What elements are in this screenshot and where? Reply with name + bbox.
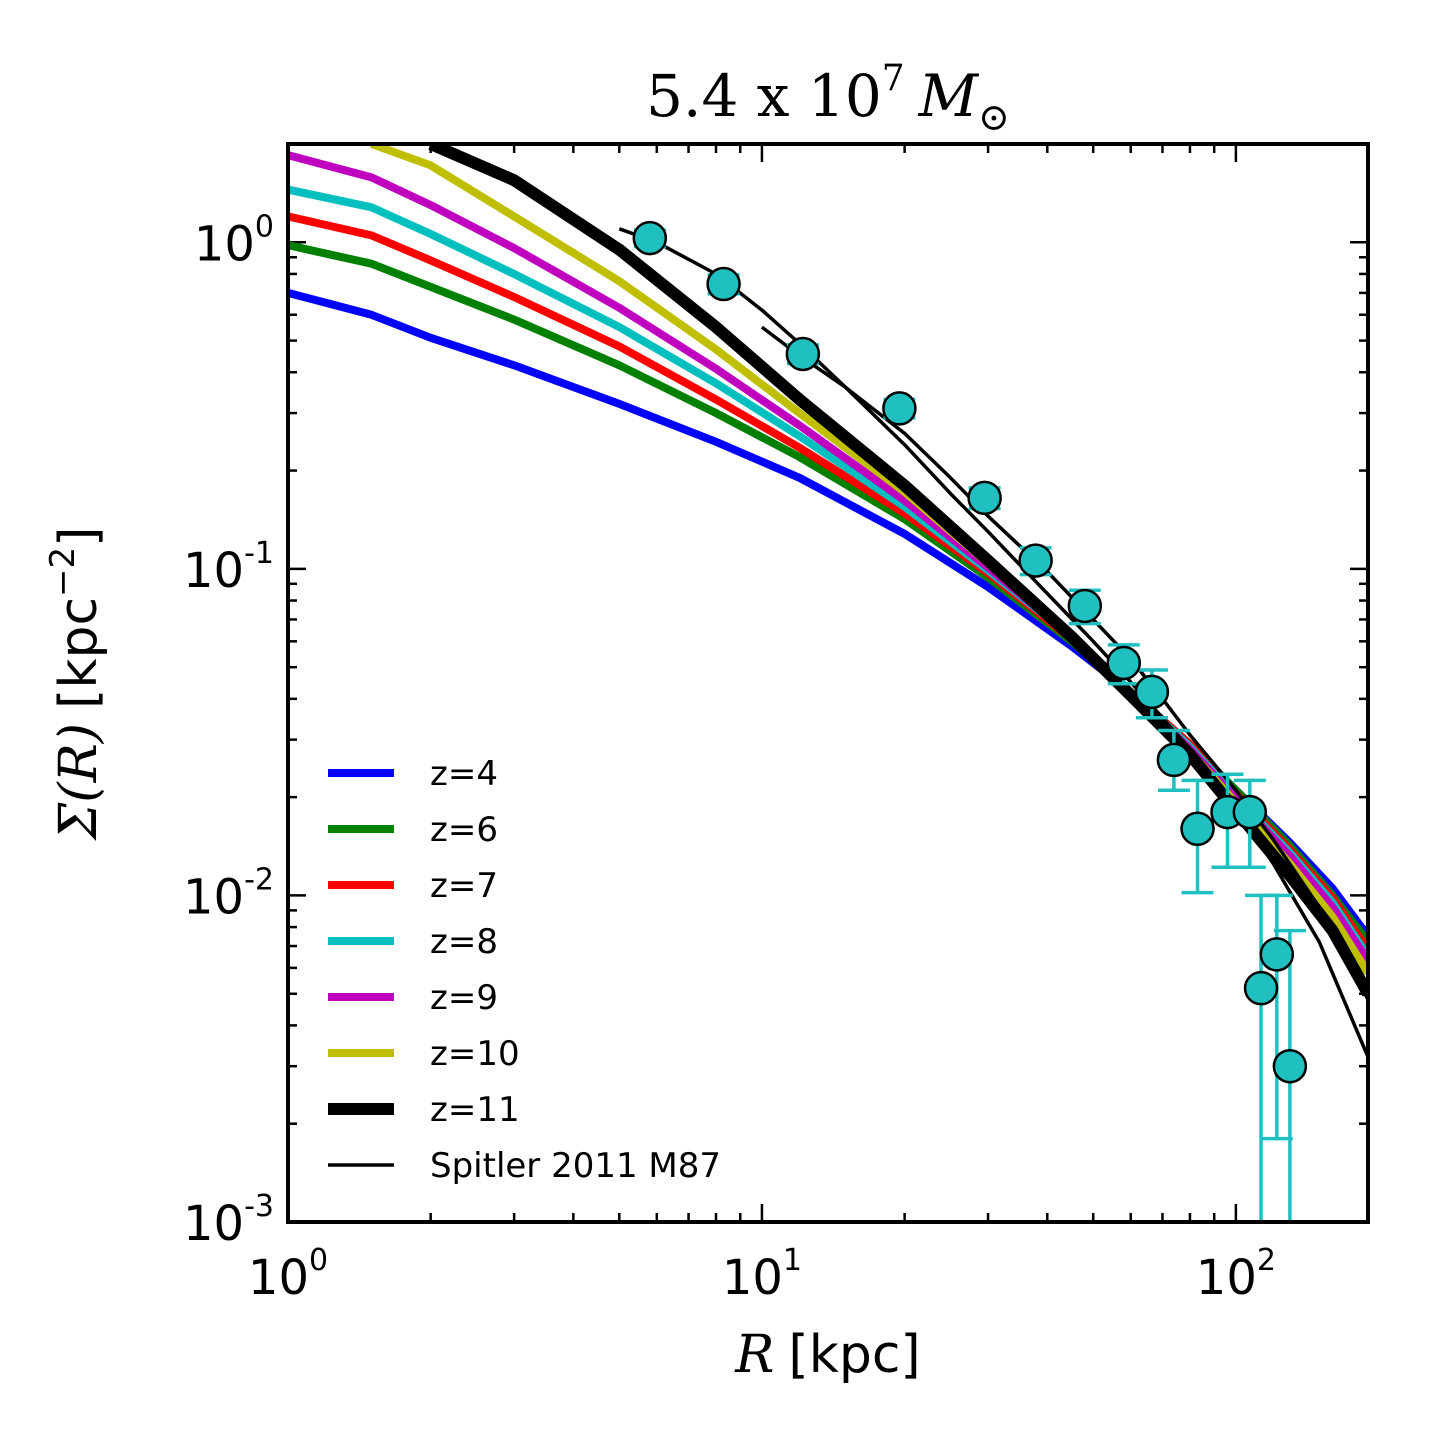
legend-label: z=8 xyxy=(430,922,498,962)
data-point xyxy=(967,480,1002,516)
y-tick-label: 100 xyxy=(194,209,274,272)
legend-label: Spitler 2011 M87 xyxy=(430,1146,721,1186)
y-axis-label: Σ(R) [kpc−2] xyxy=(43,527,109,842)
y-tick-label: 10-2 xyxy=(183,862,274,925)
x-tick-label: 102 xyxy=(1196,1243,1276,1306)
legend-label: z=10 xyxy=(430,1034,520,1074)
data-point xyxy=(1232,794,1268,830)
legend-label: z=9 xyxy=(430,978,498,1018)
x-axis-label: R [kpc] xyxy=(734,1325,920,1385)
y-axis-symbol: Σ(R) xyxy=(49,723,109,842)
y-axis-unit-prefix: [kpc xyxy=(49,597,109,709)
data-point xyxy=(882,391,917,426)
data-point xyxy=(1272,1048,1308,1084)
data-point xyxy=(1067,588,1103,624)
data-point xyxy=(1134,674,1170,710)
title-exponent: 7 xyxy=(882,58,905,99)
data-point xyxy=(632,220,668,256)
y-tick-label: 10-1 xyxy=(183,536,274,599)
data-point xyxy=(1180,811,1215,847)
legend-label: z=11 xyxy=(430,1090,520,1130)
data-point xyxy=(1243,970,1279,1006)
plot-frame xyxy=(286,142,1370,1224)
title-mantissa: 5.4 x 10 xyxy=(646,62,882,130)
chart-title: 5.4 x 107 M⊙ xyxy=(646,58,1010,139)
series-line-z-10 xyxy=(370,144,1368,975)
series-layer xyxy=(288,144,1368,1058)
data-point xyxy=(785,336,821,372)
series-line-spitler-2011-m87 xyxy=(618,227,1368,1058)
data-point xyxy=(1018,543,1053,578)
data-point xyxy=(1156,742,1192,778)
data-points-layer xyxy=(632,220,1308,1222)
legend-label: z=6 xyxy=(430,810,498,850)
y-axis-unit-exp: −2 xyxy=(43,547,83,597)
x-axis-unit: [kpc] xyxy=(788,1325,920,1385)
data-point xyxy=(706,266,741,302)
tick-labels: 100 101 102 10-3 10-2 10-1 100 xyxy=(183,209,1276,1306)
data-point xyxy=(1106,645,1142,681)
series-line-z-11 xyxy=(428,144,1368,997)
legend-label: z=7 xyxy=(430,866,498,906)
legend: z=4 z=6 z=7 z=8 z=9 z=10 z=11 Spitler 2011 M87 xyxy=(328,754,721,1186)
title-unit-subscript: ⊙ xyxy=(978,95,1010,139)
data-point xyxy=(1259,937,1295,972)
x-axis-var: R xyxy=(734,1325,774,1385)
y-tick-label: 10-3 xyxy=(183,1189,274,1252)
legend-label: z=4 xyxy=(430,754,498,794)
x-tick-label: 100 xyxy=(248,1243,328,1306)
x-tick-label: 101 xyxy=(722,1243,802,1306)
title-unit-symbol: M xyxy=(918,62,980,130)
y-axis-unit-suffix: ] xyxy=(49,527,109,547)
